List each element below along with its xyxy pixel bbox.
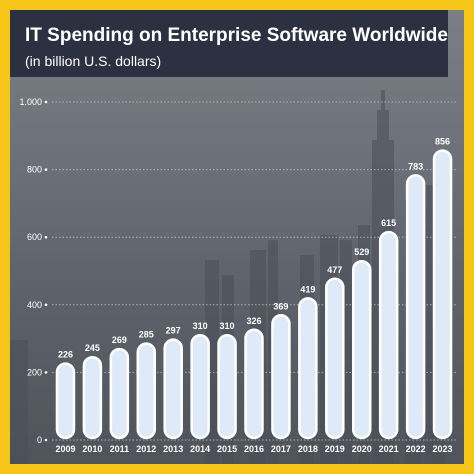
bar	[82, 355, 103, 440]
data-label: 310	[220, 321, 235, 331]
x-tick-label: 2019	[325, 444, 345, 454]
x-tick-label: 2012	[136, 444, 156, 454]
x-tick-label: 2020	[352, 444, 372, 454]
x-tick-label: 2013	[163, 444, 183, 454]
bar	[190, 333, 210, 440]
bar	[432, 149, 453, 440]
data-label: 856	[435, 137, 450, 147]
bar	[405, 174, 426, 440]
data-label: 310	[193, 321, 208, 331]
data-label: 245	[85, 343, 100, 353]
chart-subtitle: (in billion U.S. dollars)	[25, 53, 162, 69]
x-tick-label: 2009	[55, 444, 75, 454]
data-label: 369	[273, 301, 288, 311]
chart-header: IT Spending on Enterprise Software World…	[10, 10, 448, 77]
data-label: 477	[327, 265, 342, 275]
chart-title: IT Spending on Enterprise Software World…	[25, 25, 448, 46]
bar	[351, 259, 372, 440]
data-label: 226	[58, 350, 73, 360]
bar	[271, 314, 291, 440]
data-label: 285	[139, 330, 154, 340]
y-tick-label: 1.000	[19, 97, 42, 107]
bar	[325, 277, 345, 440]
x-tick-label: 2021	[379, 444, 399, 454]
x-tick-label: 2010	[82, 444, 102, 454]
y-tick-label: 600	[27, 232, 42, 242]
x-tick-label: 2015	[217, 444, 237, 454]
data-label: 269	[112, 335, 127, 345]
data-label: 297	[166, 326, 181, 336]
y-tick-dot	[44, 371, 48, 374]
bar	[378, 230, 399, 440]
x-tick-label: 2023	[433, 444, 453, 454]
bar-chart: 0 200 400 600 800 1.000 226 2009 245 2010 269 2011 2…	[19, 97, 456, 454]
bar	[244, 328, 264, 440]
data-label: 529	[354, 247, 369, 257]
bar	[55, 362, 76, 440]
x-tick-label: 2014	[190, 444, 210, 454]
x-tick-label: 2017	[271, 444, 291, 454]
chart-card: IT Spending on Enterprise Software World…	[10, 10, 464, 464]
y-tick-dot	[44, 235, 48, 239]
bar	[298, 297, 318, 440]
data-label: 783	[408, 161, 423, 171]
x-tick-label: 2011	[110, 444, 130, 454]
y-tick-dot	[44, 168, 48, 171]
y-tick-label: 200	[27, 367, 42, 377]
y-tick-label: 400	[27, 300, 42, 310]
y-tick-label: 0	[37, 435, 42, 445]
y-tick-dot	[44, 438, 48, 442]
bar	[163, 338, 183, 440]
x-tick-label: 2018	[298, 444, 318, 454]
x-tick-label: 2022	[406, 444, 426, 454]
data-label: 326	[246, 316, 261, 326]
y-tick-label: 800	[27, 165, 42, 175]
y-tick-dot	[44, 303, 48, 307]
data-label: 615	[381, 218, 396, 228]
data-label: 419	[300, 284, 315, 294]
x-tick-label: 2016	[244, 444, 264, 454]
bar	[136, 342, 157, 440]
y-tick-dot	[44, 100, 48, 104]
bar	[217, 333, 237, 440]
bar	[109, 347, 130, 440]
